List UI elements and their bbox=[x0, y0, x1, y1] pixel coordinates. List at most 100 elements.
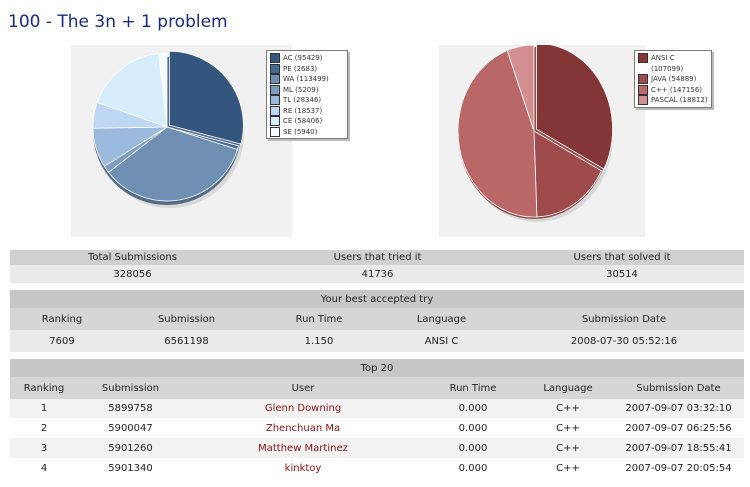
language-cell: C++ bbox=[523, 399, 613, 418]
page-title: 100 - The 3n + 1 problem bbox=[8, 12, 228, 32]
submission-cell: 5900047 bbox=[78, 418, 183, 438]
legend-swatch bbox=[270, 105, 280, 116]
pie-slice-c bbox=[457, 49, 538, 218]
column-header: Total Submissions bbox=[10, 250, 255, 265]
legend-item-wa: WA (113499) bbox=[270, 74, 344, 85]
legend-label: WA (113499) bbox=[283, 75, 329, 83]
legend-swatch bbox=[270, 74, 280, 85]
legend-swatch bbox=[270, 84, 280, 95]
legend-label: SE (5940) bbox=[283, 127, 318, 136]
user-link[interactable]: Glenn Downing bbox=[264, 403, 342, 414]
rank-cell: 1 bbox=[10, 399, 78, 418]
column-header: Submission Date bbox=[504, 308, 744, 330]
top20-header-row: Ranking Submission User Run Time Languag… bbox=[10, 377, 744, 399]
legend-label: PASCAL (18812) bbox=[651, 96, 708, 104]
user-cell: Matthew Martinez bbox=[183, 438, 423, 458]
runtime-cell: 0.000 bbox=[423, 418, 523, 438]
legend-label: PE (2683) bbox=[283, 64, 318, 73]
total-submissions-value: 328056 bbox=[10, 265, 255, 283]
legend-label: C++ (147156) bbox=[651, 85, 703, 94]
pie-slice-ce bbox=[96, 53, 168, 128]
top20-title-row: Top 20 bbox=[10, 359, 744, 377]
language-legend: ANSI C (107099) JAVA (54889) C++ (147156… bbox=[634, 50, 712, 108]
legend-label: ML (5209) bbox=[283, 85, 319, 94]
legend-label: JAVA (54889) bbox=[651, 75, 697, 83]
legend-label: RE (18537) bbox=[283, 106, 323, 115]
table-row: 4 5901340 kinktoy 0.000 C++ 2007-09-07 2… bbox=[10, 458, 744, 478]
legend-label: TL (28346) bbox=[283, 96, 322, 104]
column-header: Submission Date bbox=[613, 377, 744, 399]
ranking-value: 7609 bbox=[10, 330, 114, 352]
legend-label: CE (58406) bbox=[283, 117, 323, 125]
legend-item-pascal: PASCAL (18812) bbox=[638, 95, 708, 106]
best-title: Your best accepted try bbox=[10, 290, 744, 308]
best-values-row: 7609 6561198 1.150 ANSI C 2008-07-30 05:… bbox=[10, 330, 744, 352]
top20-title: Top 20 bbox=[10, 359, 744, 377]
legend-item-cpp: C++ (147156) bbox=[638, 84, 708, 96]
legend-item-ce: CE (58406) bbox=[270, 116, 344, 127]
verdict-pie-chart bbox=[71, 45, 292, 237]
legend-item-re: RE (18537) bbox=[270, 105, 344, 117]
best-accepted-table: Your best accepted try Ranking Submissio… bbox=[10, 290, 744, 352]
legend-item-java: JAVA (54889) bbox=[638, 74, 708, 85]
language-pie-svg bbox=[457, 45, 613, 222]
rank-cell: 4 bbox=[10, 458, 78, 478]
column-header: Users that tried it bbox=[255, 250, 500, 265]
rank-cell: 2 bbox=[10, 418, 78, 438]
user-cell: Zhenchuan Ma bbox=[183, 418, 423, 438]
legend-label: ANSI C (107099) bbox=[651, 54, 684, 73]
column-header: Users that solved it bbox=[500, 250, 744, 265]
stats-values-row: 328056 41736 30514 bbox=[10, 265, 744, 283]
submission-cell: 5899758 bbox=[78, 399, 183, 418]
legend-label: AC (95429) bbox=[283, 54, 323, 62]
runtime-cell: 0.000 bbox=[423, 458, 523, 478]
submission-date-value: 2008-07-30 05:52:16 bbox=[504, 330, 744, 352]
pie-slice-se bbox=[158, 52, 168, 128]
legend-item-tl: TL (28346) bbox=[270, 95, 344, 106]
language-pie-chart bbox=[439, 45, 645, 237]
user-link[interactable]: Matthew Martinez bbox=[258, 442, 348, 454]
submission-value: 6561198 bbox=[114, 330, 259, 352]
user-link[interactable]: Zhenchuan Ma bbox=[265, 422, 341, 434]
column-header: Language bbox=[523, 377, 613, 399]
column-header: Run Time bbox=[259, 308, 379, 330]
user-link[interactable]: kinktoy bbox=[284, 462, 322, 474]
submission-cell: 5901340 bbox=[78, 458, 183, 478]
users-tried-value: 41736 bbox=[255, 265, 500, 283]
column-header: Run Time bbox=[423, 377, 523, 399]
pie-slice-ac bbox=[168, 50, 244, 145]
submission-stats-table: Total Submissions Users that tried it Us… bbox=[10, 250, 744, 283]
legend-swatch bbox=[270, 95, 280, 106]
column-header: Ranking bbox=[10, 377, 78, 399]
column-header: Submission bbox=[114, 308, 259, 330]
runtime-cell: 0.000 bbox=[423, 399, 523, 418]
legend-item-ansi-c: ANSI C (107099) bbox=[638, 53, 708, 74]
language-value: ANSI C bbox=[379, 330, 504, 352]
runtime-cell: 0.000 bbox=[423, 438, 523, 458]
legend-swatch bbox=[638, 53, 648, 63]
language-cell: C++ bbox=[523, 418, 613, 438]
legend-swatch bbox=[638, 95, 648, 105]
legend-item-ac: AC (95429) bbox=[270, 53, 344, 64]
column-header: User bbox=[183, 377, 423, 399]
column-header: Submission bbox=[78, 377, 183, 399]
date-cell: 2007-09-07 06:25:56 bbox=[613, 418, 744, 438]
legend-item-pe: PE (2683) bbox=[270, 63, 344, 75]
table-row: 1 5899758 Glenn Downing 0.000 C++ 2007-0… bbox=[10, 399, 744, 418]
verdict-legend: AC (95429) PE (2683) WA (113499) ML (520… bbox=[266, 50, 348, 139]
legend-swatch bbox=[638, 84, 648, 95]
date-cell: 2007-09-07 20:05:54 bbox=[613, 458, 744, 478]
pie-slice-pascal bbox=[506, 45, 535, 132]
best-header-row: Ranking Submission Run Time Language Sub… bbox=[10, 308, 744, 330]
pie-slice-ansi bbox=[536, 45, 613, 170]
legend-item-se: SE (5940) bbox=[270, 126, 344, 138]
language-cell: C++ bbox=[523, 458, 613, 478]
legend-swatch bbox=[270, 53, 280, 64]
submission-cell: 5901260 bbox=[78, 438, 183, 458]
verdict-pie-svg bbox=[92, 50, 244, 208]
legend-swatch bbox=[270, 126, 280, 137]
legend-swatch bbox=[270, 116, 280, 127]
column-header: Language bbox=[379, 308, 504, 330]
pie-slice-java bbox=[533, 130, 602, 218]
language-cell: C++ bbox=[523, 438, 613, 458]
